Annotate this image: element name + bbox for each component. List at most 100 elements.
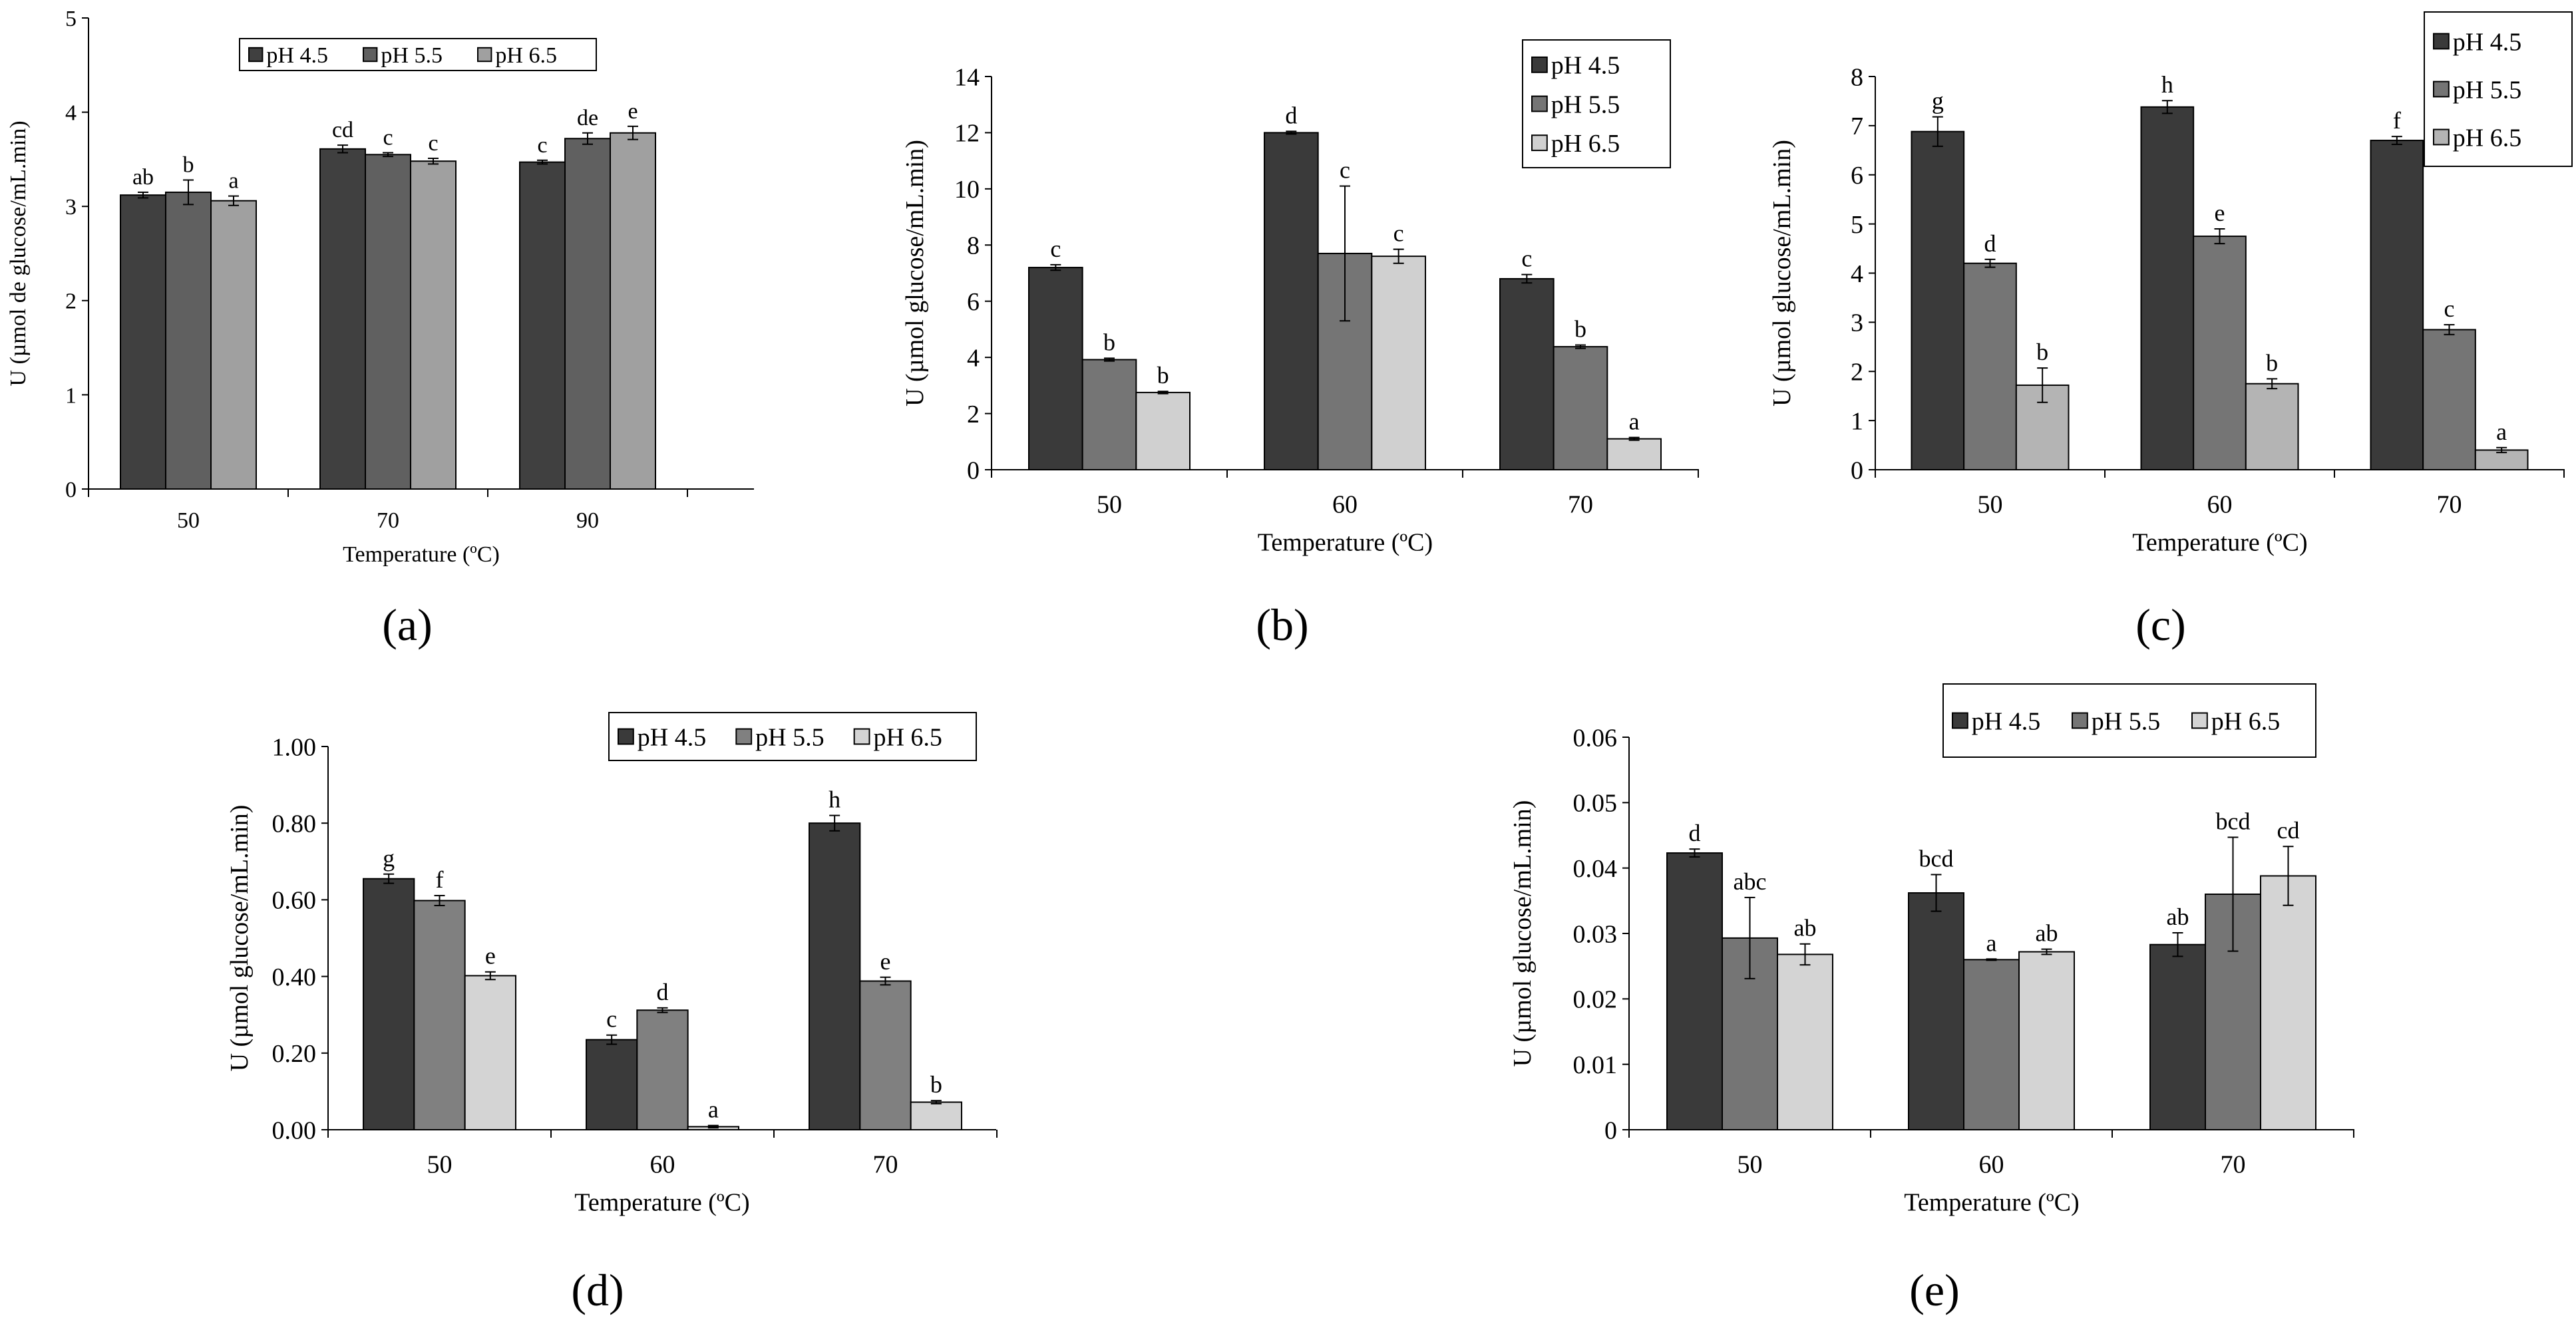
significance-letter: c <box>606 1006 617 1033</box>
significance-letter: e <box>628 99 638 124</box>
legend-swatch <box>853 728 870 745</box>
significance-letter: a <box>708 1096 719 1123</box>
legend-swatch <box>1952 712 1968 729</box>
bar <box>1264 132 1319 471</box>
x-tick-label: 70 <box>2437 491 2462 519</box>
bar <box>165 191 212 490</box>
significance-letter: f <box>436 866 444 893</box>
significance-letter: b <box>2036 339 2048 365</box>
significance-letter: ab <box>2167 904 2189 930</box>
bar <box>1028 267 1083 470</box>
bar <box>120 194 166 490</box>
legend-label: pH 5.5 <box>755 723 824 751</box>
y-axis-label: U (µmol glucose/mL.min) <box>1509 800 1537 1067</box>
bar <box>2260 875 2316 1130</box>
legend-box <box>608 712 977 761</box>
y-tick-label: 0.20 <box>272 1040 317 1068</box>
legend-swatch <box>477 47 492 63</box>
significance-letter: d <box>1984 230 1996 257</box>
significance-letter: ab <box>132 165 154 190</box>
x-tick-label: 60 <box>650 1151 675 1179</box>
legend-swatch <box>618 728 634 745</box>
significance-letter: d <box>1285 102 1297 128</box>
legend-label: pH 4.5 <box>2453 28 2521 56</box>
y-tick-label: 2 <box>1851 359 1863 387</box>
bar <box>1777 953 1833 1130</box>
y-tick-label: 3 <box>65 195 77 220</box>
bar <box>2422 329 2476 470</box>
bar <box>564 138 611 490</box>
bar <box>859 980 912 1130</box>
significance-letter: a <box>1986 929 1997 956</box>
significance-letter: c <box>1521 246 1532 272</box>
panel-label: (b) <box>1256 599 1308 650</box>
chart-panel-1: 0 1 2 3 4 5 50 ab b a 70 cd c c 90 c de e Temperature (ºC)… <box>6 7 754 650</box>
y-tick-label: 3 <box>1851 309 1863 337</box>
legend-swatch <box>363 47 378 63</box>
y-tick-label: 12 <box>954 120 980 148</box>
y-tick-label: 0.00 <box>272 1116 317 1144</box>
legend-swatch <box>1531 134 1548 152</box>
y-tick-label: 4 <box>967 344 980 372</box>
significance-letter: b <box>1574 316 1586 343</box>
panel-label: (c) <box>2135 599 2185 650</box>
panel-label: (d) <box>571 1265 624 1315</box>
y-tick-label: 1 <box>1851 407 1863 435</box>
x-axis-label: Temperature (ºC) <box>1904 1189 2079 1217</box>
y-tick-label: 4 <box>1851 260 1863 288</box>
significance-letter: ab <box>1794 915 1817 941</box>
y-tick-label: 2 <box>65 289 77 314</box>
significance-letter: c <box>1393 220 1404 247</box>
x-tick-label: 60 <box>1979 1151 2004 1179</box>
y-axis-label: U (µmol glucose/mL.min) <box>1768 140 1796 407</box>
y-tick-label: 7 <box>1851 112 1863 140</box>
bar <box>1553 346 1608 471</box>
y-tick-label: 0.80 <box>272 810 317 838</box>
legend-label: pH 6.5 <box>495 43 557 68</box>
x-tick-label: 70 <box>377 508 399 533</box>
legend: pH 4.5 pH 5.5 pH 6.5 <box>2424 11 2573 167</box>
significance-letter: de <box>577 106 598 130</box>
significance-letter: c <box>428 131 438 156</box>
bar <box>1135 391 1191 470</box>
significance-letter: b <box>1157 362 1169 389</box>
legend-label: pH 5.5 <box>381 43 443 68</box>
y-tick-label: 1 <box>65 383 77 408</box>
significance-letter: h <box>2161 71 2173 98</box>
significance-letter: b <box>1103 329 1115 355</box>
legend-label: pH 5.5 <box>1551 90 1620 118</box>
legend-label: pH 4.5 <box>266 43 328 68</box>
legend: pH 4.5 pH 5.5 pH 6.5 <box>239 38 597 71</box>
bar <box>586 1039 638 1131</box>
significance-letter: e <box>485 943 496 969</box>
y-tick-label: 0.60 <box>272 887 317 915</box>
legend-swatch <box>2072 712 2088 729</box>
significance-letter: a <box>1629 408 1640 434</box>
panel-label: (e) <box>1909 1265 1959 1315</box>
legend-swatch <box>735 728 753 745</box>
legend: pH 4.5 pH 5.5 pH 6.5 <box>1942 683 2316 758</box>
x-axis-label: Temperature (ºC) <box>343 542 500 567</box>
legend-swatch <box>2191 712 2208 729</box>
y-tick-label: 6 <box>1851 162 1863 190</box>
significance-letter: b <box>930 1071 942 1098</box>
y-tick-label: 1.00 <box>272 733 317 761</box>
y-tick-label: 8 <box>967 232 980 260</box>
significance-letter: d <box>1689 820 1701 846</box>
bar <box>2140 106 2195 471</box>
legend: pH 4.5 pH 5.5 pH 6.5 <box>1522 39 1671 168</box>
chart-panel-2: 0 2 4 6 8 10 12 14 50 c b b 60 d c c 70 c b a Temperature (º… <box>901 39 1699 650</box>
bar <box>1081 359 1137 471</box>
y-axis-label: U (µmol glucose/mL.min) <box>226 805 254 1072</box>
x-tick-label: 60 <box>1332 491 1358 519</box>
y-axis-label: U (µmol glucose/mL.min) <box>901 140 929 407</box>
x-tick-label: 60 <box>2207 491 2233 519</box>
x-axis-label: Temperature (ºC) <box>574 1189 749 1217</box>
significance-letter: c <box>2444 295 2455 322</box>
x-tick-label: 50 <box>1738 1151 1763 1179</box>
y-tick-label: 0.40 <box>272 963 317 991</box>
significance-letter: e <box>2215 200 2225 226</box>
y-tick-label: 0 <box>1851 456 1863 484</box>
bar <box>2018 951 2075 1130</box>
significance-letter: e <box>880 948 891 975</box>
